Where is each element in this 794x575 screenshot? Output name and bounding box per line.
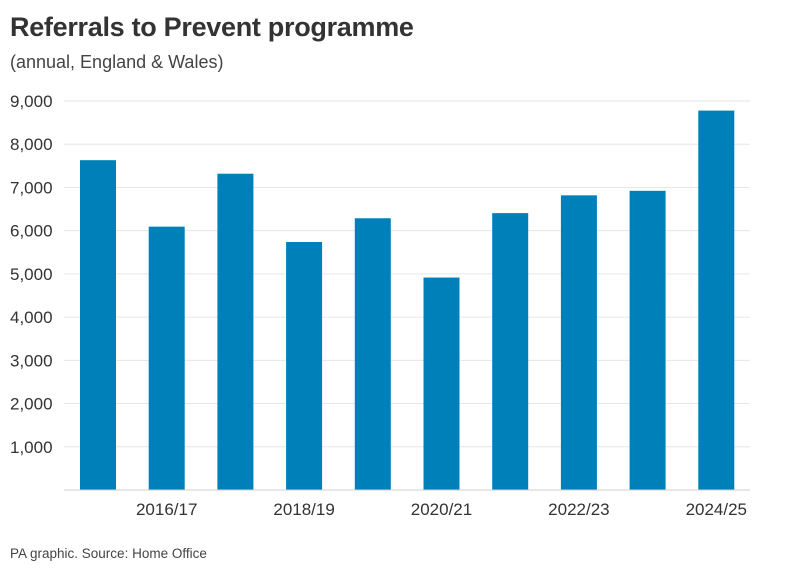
bar [698, 110, 735, 490]
y-tick-label: 3,000 [10, 351, 53, 370]
x-tick-label: 2022/23 [548, 500, 609, 519]
source-note: PA graphic. Source: Home Office [10, 546, 207, 561]
bar [217, 173, 254, 491]
x-tick-label: 2024/25 [686, 500, 747, 519]
y-tick-label: 5,000 [10, 265, 53, 284]
bar [560, 195, 597, 490]
x-tick-label: 2016/17 [136, 500, 197, 519]
x-tick-label: 2018/19 [273, 500, 334, 519]
y-tick-label: 2,000 [10, 395, 53, 414]
bar [286, 241, 323, 490]
y-tick-label: 1,000 [10, 438, 53, 457]
y-tick-label: 7,000 [10, 178, 53, 197]
bar [354, 218, 391, 490]
y-tick-label: 9,000 [10, 92, 53, 111]
y-tick-label: 8,000 [10, 135, 53, 154]
y-tick-label: 6,000 [10, 222, 53, 241]
y-tick-label: 4,000 [10, 308, 53, 327]
x-tick-label: 2020/21 [411, 500, 472, 519]
bar [629, 190, 666, 490]
chart-title: Referrals to Prevent programme [10, 12, 414, 42]
bar [148, 226, 185, 490]
bar [80, 160, 116, 491]
bar [423, 277, 460, 490]
bar [492, 213, 529, 490]
chart-subtitle: (annual, England & Wales) [10, 52, 224, 72]
